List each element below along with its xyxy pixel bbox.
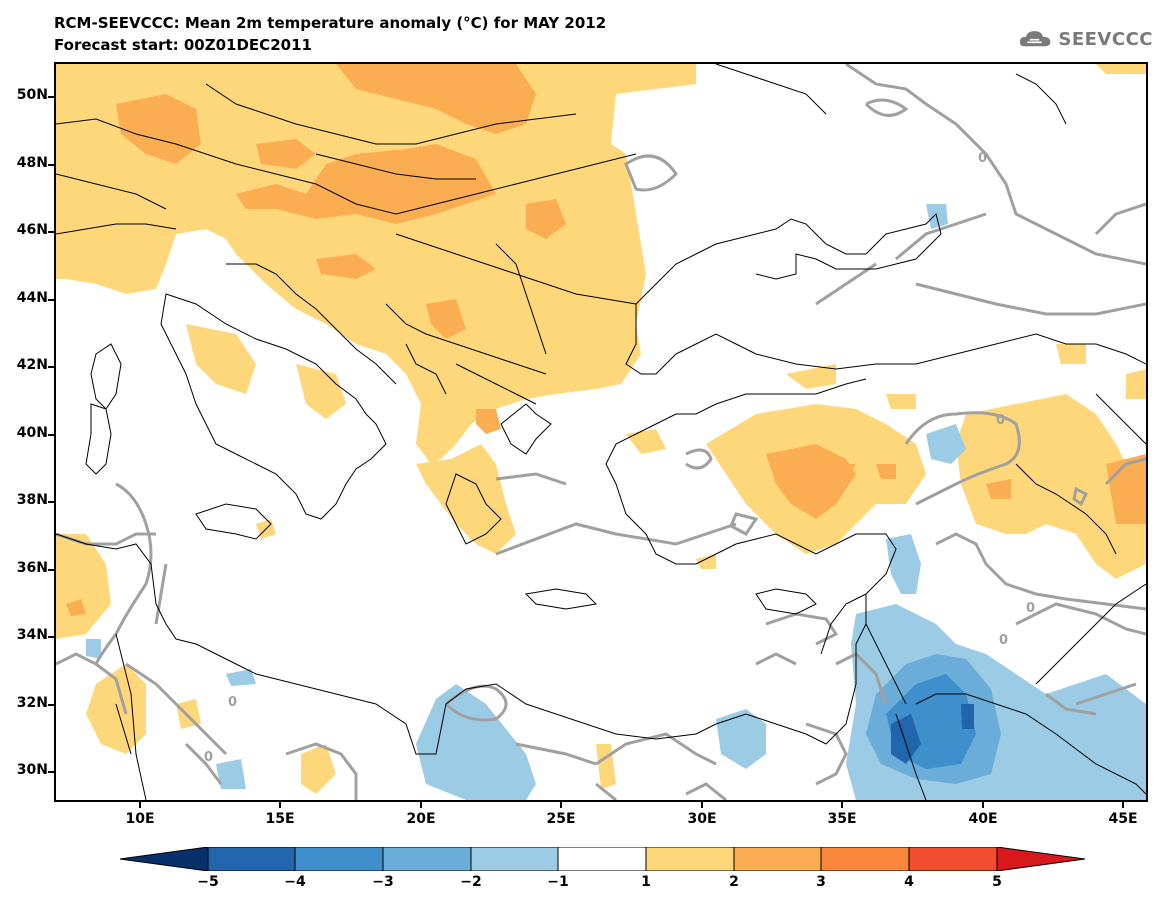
lat-label-40n: 40N — [16, 425, 48, 441]
lat-label-50n: 50N — [16, 87, 48, 103]
lat-tick — [48, 434, 54, 436]
colorbar-segment — [294, 847, 384, 871]
colorbar-label: −4 — [284, 874, 306, 890]
cold-strongest-regions — [891, 704, 974, 764]
lat-tick — [48, 366, 54, 368]
contour-label: 0 — [978, 151, 987, 166]
contour-label: 0 — [1026, 601, 1035, 616]
lon-label-20e: 20E — [406, 811, 436, 827]
lon-tick — [139, 802, 141, 808]
colorbar-segment — [207, 847, 296, 871]
lat-tick — [48, 501, 54, 503]
lon-label-30e: 30E — [687, 811, 717, 827]
lat-tick — [48, 771, 54, 773]
lon-label-10e: 10E — [125, 811, 155, 827]
forecast-start-label: Forecast start: 00Z01DEC2011 — [54, 36, 312, 54]
contour-label: 0 — [228, 695, 237, 710]
colorbar-segment — [382, 847, 472, 871]
lon-tick — [701, 802, 703, 808]
anomaly-map: 0 0 0 0 0 0 — [54, 62, 1148, 802]
colorbar-label: 2 — [729, 874, 739, 890]
contour-label: 0 — [999, 633, 1008, 648]
lat-tick — [48, 299, 54, 301]
lon-tick — [560, 802, 562, 808]
map-title: RCM-SEEVCCC: Mean 2m temperature anomaly… — [54, 14, 607, 32]
seevccc-logo: SEEVCCC — [1018, 22, 1153, 56]
contour-label: 0 — [996, 413, 1005, 428]
color-scale-bar — [120, 847, 1085, 871]
lon-label-25e: 25E — [546, 811, 576, 827]
lat-label-46n: 46N — [16, 222, 48, 238]
lon-tick — [1122, 802, 1124, 808]
colorbar-segment — [996, 847, 1085, 871]
lon-tick — [982, 802, 984, 808]
colorbar-segment — [820, 847, 910, 871]
colorbar-segment — [645, 847, 735, 871]
lon-tick — [841, 802, 843, 808]
colorbar-label: −2 — [460, 874, 482, 890]
lat-label-38n: 38N — [16, 492, 48, 508]
lat-label-30n: 30N — [16, 762, 48, 778]
warm-core-regions — [66, 64, 1146, 616]
lat-tick — [48, 636, 54, 638]
lat-tick — [48, 704, 54, 706]
lon-tick — [420, 802, 422, 808]
lon-label-45e: 45E — [1108, 811, 1138, 827]
colorbar-label: 3 — [816, 874, 826, 890]
colorbar-segment — [470, 847, 559, 871]
colorbar-segment — [557, 847, 647, 871]
colorbar-segment — [120, 847, 209, 871]
lat-tick — [48, 164, 54, 166]
lat-label-32n: 32N — [16, 695, 48, 711]
colorbar-label: −5 — [197, 874, 219, 890]
lat-tick — [48, 96, 54, 98]
colorbar-segment — [733, 847, 822, 871]
colorbar-segment — [908, 847, 998, 871]
lat-label-42n: 42N — [16, 357, 48, 373]
lat-label-36n: 36N — [16, 560, 48, 576]
lon-label-15e: 15E — [265, 811, 295, 827]
colorbar-label: −3 — [372, 874, 394, 890]
lat-tick — [48, 569, 54, 571]
cloud-icon — [1019, 31, 1051, 47]
coastlines — [56, 64, 1146, 800]
colorbar-label: −1 — [547, 874, 569, 890]
warm-anomaly-regions — [56, 64, 1146, 794]
lat-label-34n: 34N — [16, 627, 48, 643]
lon-label-40e: 40E — [968, 811, 998, 827]
colorbar-label: 4 — [904, 874, 914, 890]
anomaly-map-canvas: 0 0 0 0 0 0 — [56, 64, 1146, 800]
lon-label-35e: 35E — [827, 811, 857, 827]
lat-tick — [48, 231, 54, 233]
lat-label-44n: 44N — [16, 290, 48, 306]
colorbar-label: 1 — [641, 874, 651, 890]
logo-text: SEEVCCC — [1058, 28, 1153, 50]
colorbar-label: 5 — [992, 874, 1002, 890]
contour-label: 0 — [204, 750, 213, 765]
zero-contours — [56, 64, 1146, 800]
lon-tick — [279, 802, 281, 808]
lat-label-48n: 48N — [16, 155, 48, 171]
contour-label-group: 0 0 0 0 0 0 — [204, 151, 1035, 765]
